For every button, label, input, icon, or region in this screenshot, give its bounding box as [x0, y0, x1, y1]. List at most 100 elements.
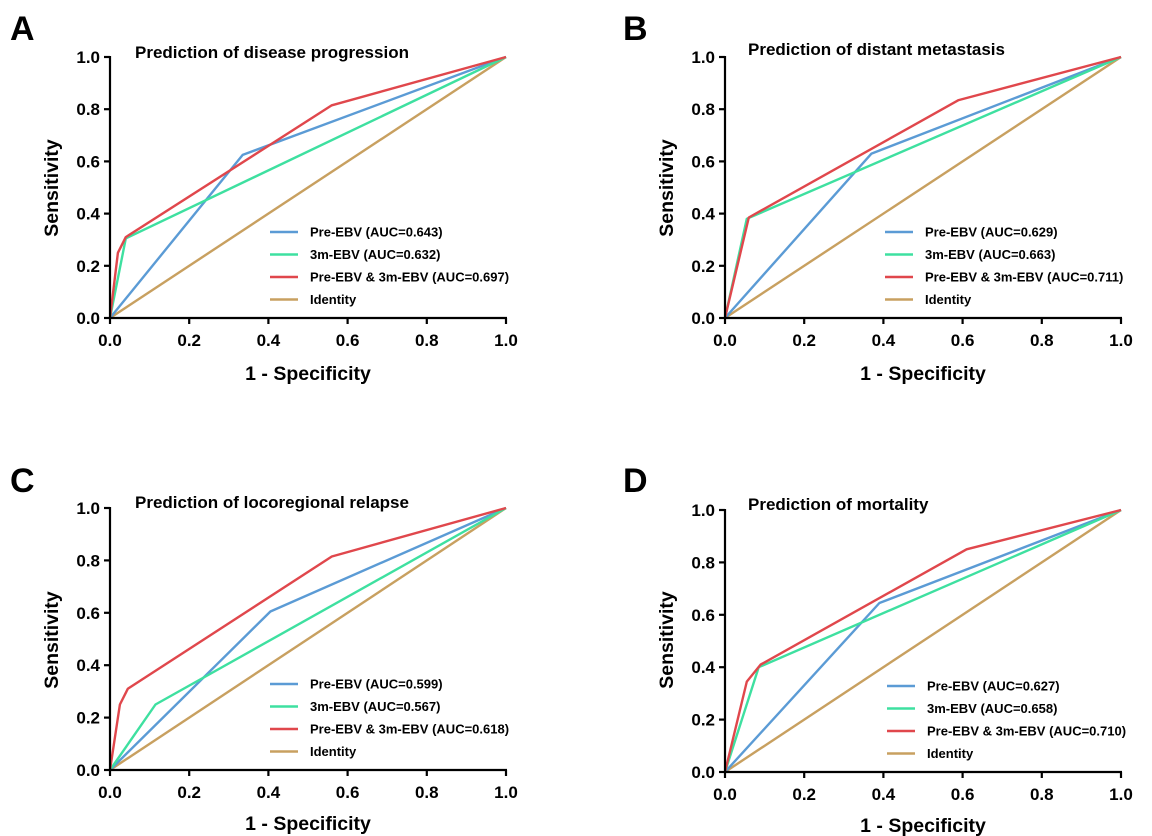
panel-letter: D: [623, 462, 648, 500]
y-tick-label: 1.0: [691, 48, 715, 67]
series-line-identity: [724, 508, 1122, 774]
series-line-pre-ebv: [109, 506, 507, 771]
y-tick-label: 0.8: [691, 553, 715, 572]
y-tick-label: 0.0: [691, 309, 715, 328]
x-tick-label: 0.4: [872, 331, 896, 350]
y-tick-label: 1.0: [76, 48, 100, 67]
y-tick-label: 0.2: [76, 709, 100, 728]
legend-label: Pre-EBV & 3m-EBV (AUC=0.711): [925, 270, 1123, 285]
panel-c: C Prediction of locoregional relapse 0.0 0.…: [10, 462, 518, 835]
y-tick-label: 0.4: [691, 658, 715, 677]
y-tick-label: 0.8: [691, 100, 715, 119]
y-tick-label: 0.2: [691, 257, 715, 276]
x-tick-label: 1.0: [1109, 331, 1133, 350]
x-tick-label: 0.4: [257, 783, 281, 802]
x-tick-label: 0.8: [415, 783, 439, 802]
x-tick-label: 0.0: [98, 331, 122, 350]
chart-title: Prediction of distant metastasis: [748, 40, 1005, 59]
x-axis-label: 1 - Specificity: [860, 363, 986, 385]
x-tick-label: 1.0: [1109, 785, 1133, 804]
chart-title: Prediction of mortality: [748, 495, 929, 514]
legend-label: 3m-EBV (AUC=0.567): [310, 699, 440, 714]
y-tick-label: 0.0: [76, 309, 100, 328]
legend-label: 3m-EBV (AUC=0.663): [925, 247, 1055, 262]
x-tick-label: 1.0: [494, 783, 518, 802]
y-tick-label: 0.6: [691, 152, 715, 171]
panel-letter: C: [10, 462, 35, 500]
x-tick-label: 0.0: [98, 783, 122, 802]
x-axis-label: 1 - Specificity: [245, 363, 371, 385]
legend: Pre-EBV (AUC=0.599) 3m-EBV (AUC=0.567) Pre…: [270, 677, 509, 759]
y-tick-label: 0.8: [76, 551, 100, 570]
y-tick-label: 0.4: [691, 205, 715, 224]
x-tick-label: 0.4: [257, 331, 281, 350]
x-tick-label: 0.2: [792, 331, 816, 350]
series-line-pre-ebv: [724, 508, 1122, 773]
legend-label: Pre-EBV (AUC=0.599): [310, 677, 443, 692]
panel-d: D Prediction of mortality 0.0 0.2 0.4 0.6 0.8 1…: [623, 462, 1133, 836]
x-tick-label: 0.2: [792, 785, 816, 804]
x-axis-label: 1 - Specificity: [860, 815, 986, 836]
y-tick-label: 0.4: [76, 656, 100, 675]
legend-label: Pre-EBV & 3m-EBV (AUC=0.618): [310, 722, 509, 737]
x-tick-label: 1.0: [494, 331, 518, 350]
panel-a: A Prediction of disease progression 0.0 0.2…: [10, 10, 518, 385]
series-line-pre-ebv: [724, 55, 1122, 319]
series-line-identity: [109, 506, 507, 772]
y-axis-label: Sensitivity: [656, 591, 678, 689]
series-line-combined: [108, 55, 507, 319]
x-tick-label: 0.0: [713, 785, 737, 804]
x-tick-label: 0.8: [415, 331, 439, 350]
legend-label: Identity: [310, 744, 357, 759]
x-tick-label: 0.6: [336, 783, 360, 802]
y-tick-label: 0.0: [76, 761, 100, 780]
legend: Pre-EBV (AUC=0.629) 3m-EBV (AUC=0.663) Pre…: [885, 225, 1123, 307]
x-tick-label: 0.2: [177, 331, 201, 350]
legend-label: 3m-EBV (AUC=0.658): [927, 701, 1057, 716]
legend-label: Pre-EBV & 3m-EBV (AUC=0.710): [927, 724, 1126, 739]
legend: Pre-EBV (AUC=0.643) 3m-EBV (AUC=0.632) Pre…: [270, 225, 509, 307]
x-tick-label: 0.6: [951, 785, 975, 804]
y-axis-label: Sensitivity: [41, 591, 63, 689]
y-axis-label: Sensitivity: [656, 139, 678, 237]
x-tick-label: 0.8: [1030, 785, 1054, 804]
y-axis-label: Sensitivity: [41, 139, 63, 237]
panel-b: B Prediction of distant metastasis 0.0 0.2 0…: [623, 10, 1133, 385]
legend: Pre-EBV (AUC=0.627) 3m-EBV (AUC=0.658) Pre…: [887, 679, 1126, 761]
series-line-pre-ebv: [109, 55, 507, 319]
x-axis-label: 1 - Specificity: [245, 813, 371, 835]
legend-label: Identity: [925, 292, 972, 307]
legend-label: Pre-EBV (AUC=0.643): [310, 225, 443, 240]
series-line-m3-ebv: [109, 506, 507, 771]
legend-label: Identity: [310, 292, 357, 307]
legend-label: Identity: [927, 746, 974, 761]
y-tick-label: 0.4: [76, 205, 100, 224]
y-tick-label: 0.2: [691, 711, 715, 730]
series-line-combined: [723, 508, 1122, 773]
series-line-combined: [723, 55, 1122, 319]
y-tick-label: 0.2: [76, 257, 100, 276]
x-tick-label: 0.4: [872, 785, 896, 804]
panel-letter: B: [623, 10, 648, 48]
y-tick-label: 0.8: [76, 100, 100, 119]
x-tick-label: 0.6: [336, 331, 360, 350]
y-tick-label: 0.6: [76, 604, 100, 623]
panel-letter: A: [10, 10, 35, 48]
chart-title: Prediction of disease progression: [135, 43, 409, 62]
chart-title: Prediction of locoregional relapse: [135, 493, 409, 512]
legend-label: Pre-EBV (AUC=0.629): [925, 225, 1058, 240]
y-tick-label: 1.0: [76, 499, 100, 518]
y-tick-label: 0.0: [691, 763, 715, 782]
series-line-identity: [724, 55, 1122, 320]
series-line-combined: [108, 506, 507, 771]
y-tick-label: 0.6: [691, 606, 715, 625]
x-tick-label: 0.6: [951, 331, 975, 350]
x-tick-label: 0.0: [713, 331, 737, 350]
x-tick-label: 0.8: [1030, 331, 1054, 350]
y-tick-label: 1.0: [691, 501, 715, 520]
x-tick-label: 0.2: [177, 783, 201, 802]
legend-label: Pre-EBV & 3m-EBV (AUC=0.697): [310, 270, 509, 285]
legend-label: 3m-EBV (AUC=0.632): [310, 247, 440, 262]
legend-label: Pre-EBV (AUC=0.627): [927, 679, 1060, 694]
